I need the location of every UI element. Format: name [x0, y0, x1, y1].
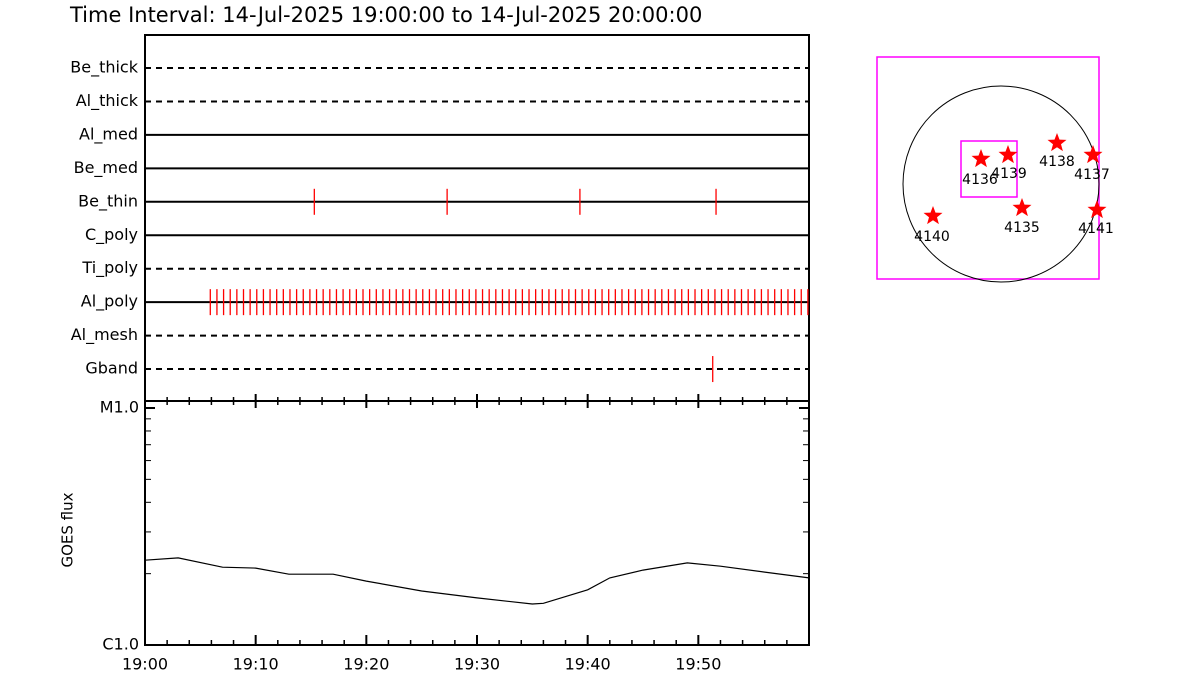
region-label: 4139	[991, 166, 1027, 182]
x-tick-label: 19:00	[122, 655, 168, 674]
filter-label: Be_thick	[70, 58, 138, 78]
region-star	[923, 206, 943, 225]
region-label: 4138	[1039, 154, 1075, 170]
x-tick-label: 19:30	[454, 655, 500, 674]
y-tick-label: M1.0	[100, 398, 139, 417]
fov-box	[876, 56, 1100, 280]
region-star	[1083, 145, 1103, 164]
y-tick-label: C1.0	[102, 635, 139, 654]
region-label: 4140	[914, 229, 950, 245]
filter-label: C_poly	[85, 225, 138, 245]
filter-label: Al_poly	[81, 292, 138, 312]
y-axis-label: GOES flux	[59, 492, 77, 567]
x-tick-label: 19:50	[675, 655, 721, 674]
x-tick-label: 19:20	[343, 655, 389, 674]
region-star	[1012, 198, 1032, 217]
x-tick-label: 19:10	[233, 655, 279, 674]
region-star	[971, 149, 991, 168]
filter-label: Gband	[85, 359, 138, 378]
plot-frame	[144, 34, 810, 646]
region-label: 4141	[1078, 221, 1114, 237]
title: Time Interval: 14-Jul-2025 19:00:00 to 1…	[69, 3, 702, 27]
region-label: 4136	[962, 172, 998, 188]
region-star	[998, 145, 1018, 164]
filter-label: Be_thin	[78, 191, 138, 211]
target-box	[960, 140, 1018, 198]
region-label: 4135	[1004, 220, 1040, 236]
filter-label: Be_med	[74, 158, 138, 178]
x-tick-label: 19:40	[565, 655, 611, 674]
goes-flux-line	[144, 557, 810, 605]
filter-label: Al_mesh	[71, 325, 138, 345]
filter-label: Al_med	[79, 124, 138, 144]
region-label: 4137	[1074, 167, 1110, 183]
filter-label: Al_thick	[76, 91, 139, 111]
region-star	[1087, 200, 1107, 219]
filter-label: Ti_poly	[81, 258, 138, 278]
solar-disk	[902, 85, 1100, 283]
region-star	[1047, 133, 1067, 152]
